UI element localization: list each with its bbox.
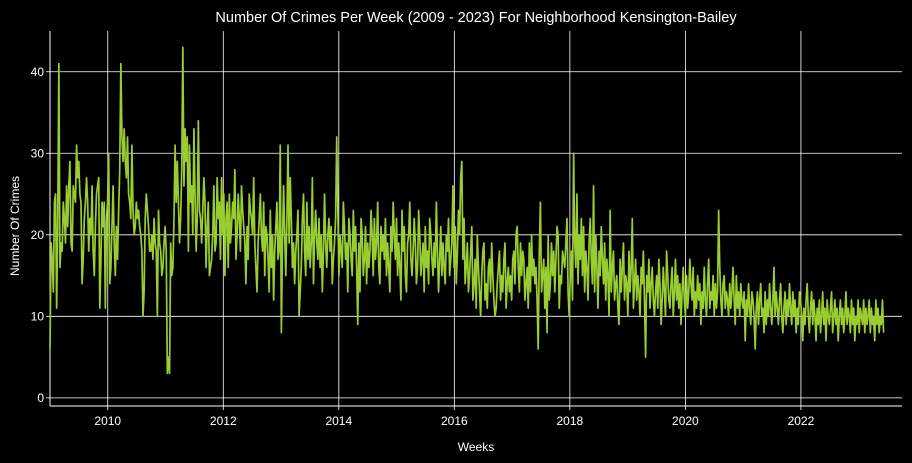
x-tick-label: 2020 [672, 414, 699, 428]
x-tick-label: 2014 [325, 414, 352, 428]
x-tick-label: 2012 [210, 414, 237, 428]
y-axis-label: Number Of Crimes [8, 176, 22, 276]
x-tick-label: 2018 [557, 414, 584, 428]
x-axis-label: Weeks [458, 440, 494, 454]
y-tick-label: 30 [31, 146, 45, 160]
y-tick-label: 10 [31, 309, 45, 323]
y-tick-label: 40 [31, 65, 45, 79]
x-tick-label: 2022 [788, 414, 815, 428]
y-tick-label: 20 [31, 228, 45, 242]
y-tick-label: 0 [37, 391, 44, 405]
ticks: 2010 2012 2014 2016 2018 2020 2022 0 10 20 30 40 [31, 65, 815, 428]
x-tick-label: 2010 [94, 414, 121, 428]
crimes-per-week-line [49, 46, 885, 375]
chart-title: Number Of Crimes Per Week (2009 - 2023) … [215, 10, 737, 26]
x-tick-label: 2016 [441, 414, 468, 428]
